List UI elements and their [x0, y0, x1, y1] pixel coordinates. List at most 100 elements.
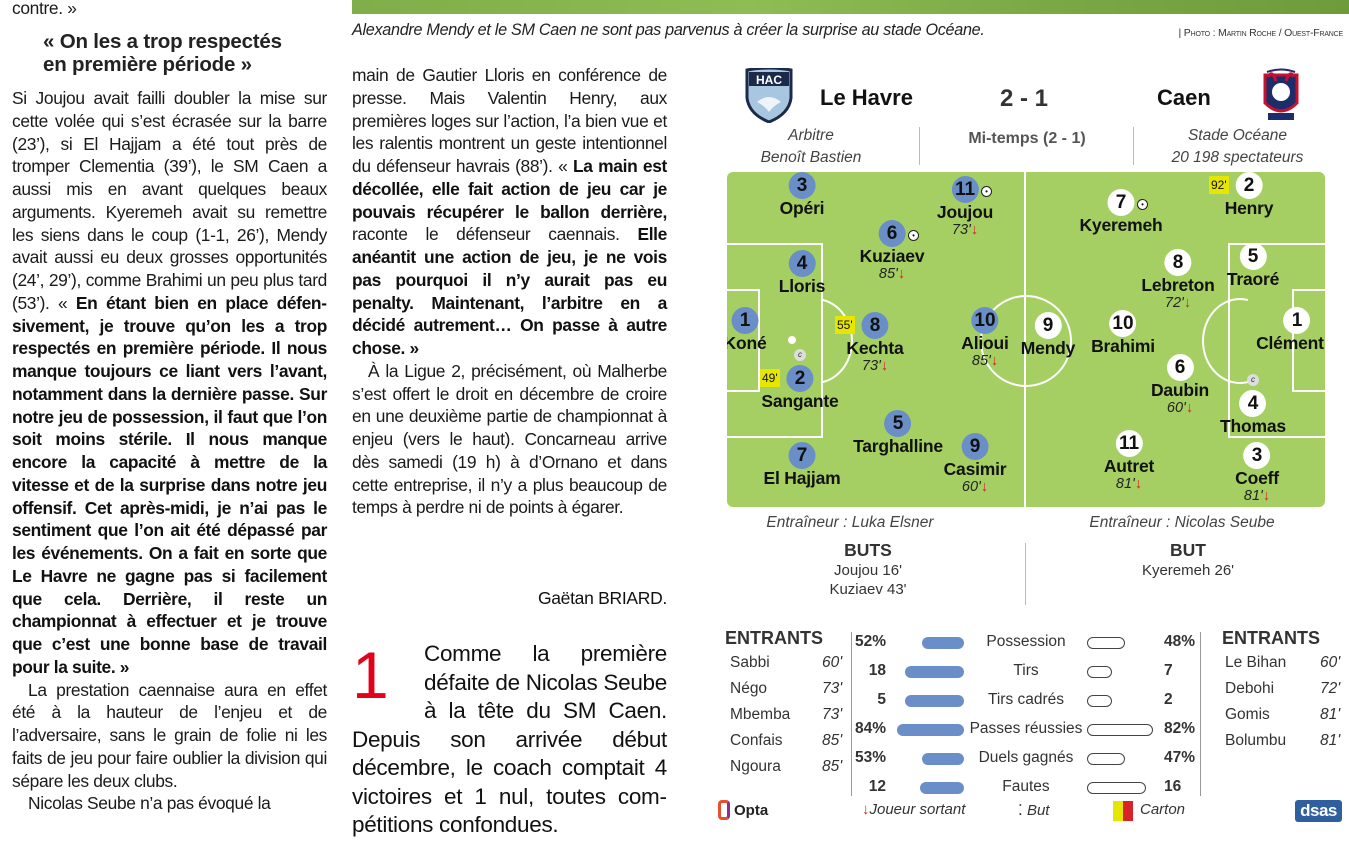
substitute-row: Négo 73' [730, 680, 850, 706]
stat-row: 18 Tirs 7 [852, 662, 1200, 691]
substitute-name: Gomis [1225, 706, 1270, 723]
photo-caption: Alexandre Mendy et le SM Caen ne sont pa… [352, 21, 985, 39]
substitute-row: Sabbi 60' [730, 654, 850, 680]
player-number: 5 [884, 410, 912, 437]
arrow-down-icon: ↓ [980, 479, 989, 495]
text-run: Nicolas Seube n’a pas évoqué la [28, 793, 271, 814]
stat-row: 5 Tirs cadrés 2 [852, 691, 1200, 720]
player-away: 9 Mendy [1021, 312, 1075, 358]
player-number: 5 [1239, 243, 1267, 270]
substitution-time: 73'↓ [951, 222, 979, 238]
home-stat-bar [919, 782, 964, 794]
substitution-time: 81'↓ [1243, 488, 1271, 504]
substitute-minute: 60' [822, 654, 843, 671]
player-name: Kyeremeh [1079, 215, 1163, 235]
player-number: 9 [961, 433, 989, 460]
player-home: 6 Kuziaev 85'↓ [860, 220, 925, 282]
player-number: 9 [1034, 312, 1062, 339]
substitute-minute: 85' [822, 758, 843, 775]
center-circle [980, 295, 1072, 387]
stat-row: 12 Fautes 16 [852, 778, 1200, 807]
quote-text: En étant bien en place défen­sivement, j… [12, 292, 328, 677]
stat-row: 52% Possession 48% [852, 633, 1200, 662]
substitution-time: 60'↓ [1166, 400, 1194, 416]
player-name: Koné [727, 333, 767, 353]
yellow-card: 55' [835, 316, 855, 334]
legend-sub-out: ↓Joueur sortant [862, 801, 966, 818]
substitution-time: 73'↓ [861, 358, 889, 374]
away-stat-value: 82% [1164, 720, 1196, 737]
left-penalty-area [727, 243, 823, 438]
player-number: 8 [861, 312, 889, 339]
player-away: 10 Brahimi [1091, 310, 1155, 356]
arrow-down-icon: ↓ [970, 222, 979, 238]
player-name: Kuziaev [859, 246, 925, 266]
substitute-minute: 73' [822, 680, 843, 697]
captain-badge: c [794, 349, 806, 361]
big-number: 1 [352, 638, 389, 712]
player-name: Kechta [846, 338, 904, 358]
arrow-down-icon: ↓ [880, 358, 889, 374]
captain-badge: c [1247, 374, 1259, 386]
substitute-row: Ngoura 85' [730, 758, 850, 784]
player-number: 4 [788, 250, 816, 277]
substitution-time: 60'↓ [961, 479, 989, 495]
score: 2 - 1 [1000, 85, 1049, 112]
player-name: Lloris [778, 276, 826, 296]
legend-card: Carton [1140, 801, 1186, 818]
stat-label: Tirs cadrés [987, 691, 1065, 708]
quote-text: Elle anéantit une action de jeu, je ne v… [352, 224, 667, 358]
home-stat-bar [905, 666, 964, 678]
substitution-time: 85'↓ [878, 266, 906, 282]
text-run: La prestation caennaise aura en effet ét… [12, 679, 327, 791]
player-name: Brahimi [1091, 336, 1155, 356]
substitute-minute: 73' [822, 706, 843, 723]
player-away: 11 Autret 81'↓ [1104, 430, 1154, 492]
paragraph: Nicolas Seube n’a pas évoqué la [12, 792, 327, 815]
player-name: Mendy [1020, 338, 1076, 358]
home-stat-bar [922, 637, 964, 649]
stat-label: Fautes [1002, 778, 1050, 795]
player-number: 6 [878, 220, 906, 247]
player-name: Henry [1224, 198, 1274, 218]
player-away: 3 Coeff 81'↓ [1235, 442, 1279, 504]
away-stat-bar [1087, 666, 1112, 678]
card-icon [1113, 801, 1133, 821]
substitute-row: Bolumbu 81' [1225, 732, 1345, 758]
player-away: 1Clémentia [1256, 307, 1325, 353]
away-stat-bar [1087, 782, 1146, 794]
stat-row: 84% Passes réussies 82% [852, 720, 1200, 749]
ball-icon: • [908, 230, 919, 241]
player-home: 9 Casimir 60'↓ [944, 433, 1007, 495]
svg-text:HAC: HAC [756, 73, 782, 87]
stat-label: Passes réussies [969, 720, 1083, 737]
pitch-lineups: 3 Opéri 11 Joujou 73'↓ • 6 Kuziaev 85'↓ • 4 Lloris 1… [727, 172, 1325, 507]
photo [352, 0, 1349, 14]
substitute-minute: 81' [1320, 706, 1341, 723]
agency-logo: dsas [1295, 800, 1342, 822]
home-team-logo: HAC [745, 66, 793, 124]
ball-icon: • [981, 186, 992, 197]
paragraph: Si Joujou avait failli doubler la mise s… [12, 87, 327, 679]
away-stat-bar [1087, 724, 1153, 736]
player-away: 6 Daubin 60'↓ [1151, 354, 1209, 416]
away-stat-value: 47% [1164, 749, 1196, 766]
arrow-down-icon: ↓ [990, 353, 999, 369]
home-stat-bar [905, 695, 964, 707]
away-goals: BUT Kyeremeh 26' [1141, 540, 1235, 579]
substitute-name: Debohi [1225, 680, 1275, 697]
left-penalty-spot [788, 336, 796, 344]
left-goal-area [727, 289, 760, 392]
player-home: 3 Opéri [780, 172, 825, 218]
player-number: 2 [786, 365, 814, 392]
paragraph: main de Gautier Lloris en conférence de … [352, 64, 667, 360]
substitute-name: Confais [730, 732, 783, 749]
substitute-name: Ngoura [730, 758, 781, 775]
player-number: 7 [788, 442, 816, 469]
player-number: 10 [1109, 310, 1137, 337]
player-home: 8 Kechta 73'↓ [846, 312, 904, 374]
player-number: 10 [971, 307, 999, 334]
opta-logo: Opta [718, 800, 768, 820]
player-away: 8 Lebreton 72'↓ [1141, 249, 1215, 311]
away-stat-value: 2 [1164, 691, 1173, 708]
